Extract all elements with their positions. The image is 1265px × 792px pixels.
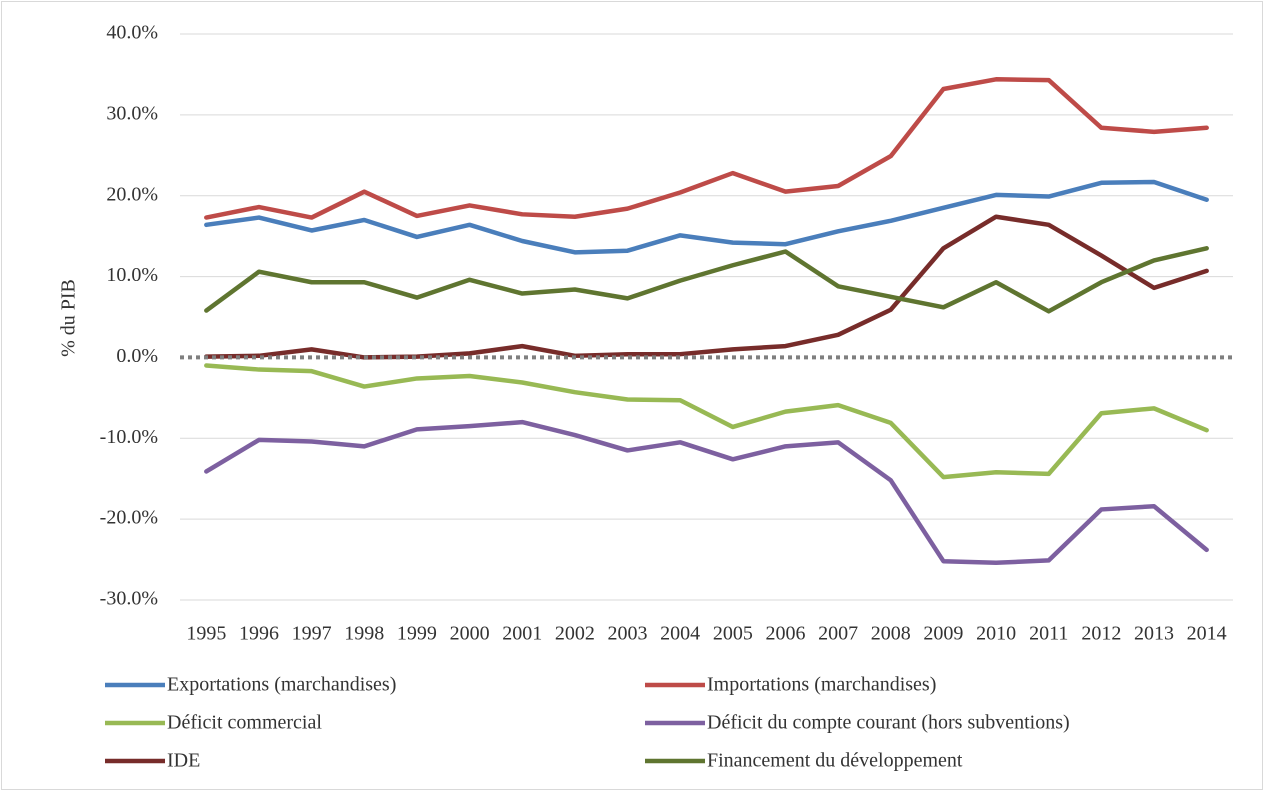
x-tick-label: 2010	[976, 623, 1016, 645]
x-tick-label: 2000	[450, 623, 490, 645]
legend-label: Déficit du compte courant (hors subventi…	[707, 712, 1070, 734]
legend-label: Importations (marchandises)	[707, 674, 936, 696]
x-tick-label: 2001	[502, 623, 542, 645]
x-tick-label: 2011	[1029, 623, 1068, 645]
x-tick-label: 2009	[923, 623, 963, 645]
x-tick-label: 2013	[1134, 623, 1174, 645]
x-tick-label: 2003	[608, 623, 648, 645]
y-tick-label: -30.0%	[100, 588, 158, 610]
series-line	[204, 179, 1209, 255]
legend-label: Déficit commercial	[167, 712, 322, 734]
series-line	[204, 363, 1209, 480]
x-tick-label: 2008	[871, 623, 911, 645]
y-tick-label: -20.0%	[100, 507, 158, 529]
legend-label: Exportations (marchandises)	[167, 674, 396, 696]
x-tick-label: 1997	[292, 623, 332, 645]
x-tick-label: 2006	[765, 623, 805, 645]
legend-label: Financement du développement	[707, 750, 963, 772]
y-tick-label: 10.0%	[106, 264, 158, 286]
x-tick-label: 1996	[239, 623, 279, 645]
y-tick-label: 20.0%	[106, 183, 158, 205]
x-tick-label: 2014	[1187, 623, 1227, 645]
y-tick-label: 40.0%	[106, 22, 158, 44]
x-tick-label: 1995	[186, 623, 226, 645]
x-tick-label: 2004	[660, 623, 700, 645]
y-tick-label: 30.0%	[106, 102, 158, 124]
x-tick-label: 2007	[818, 623, 858, 645]
x-tick-label: 2005	[713, 623, 753, 645]
y-tick-label: 0.0%	[116, 345, 158, 367]
x-tick-label: 1998	[344, 623, 384, 645]
series-line	[204, 419, 1209, 566]
series-line	[204, 77, 1209, 220]
y-tick-label: -10.0%	[100, 426, 158, 448]
x-tick-label: 1999	[397, 623, 437, 645]
series-line	[204, 246, 1209, 314]
x-tick-label: 2012	[1081, 623, 1121, 645]
x-tick-label: 2002	[555, 623, 595, 645]
y-axis-title: % du PIB	[58, 279, 80, 357]
legend-label: IDE	[167, 750, 200, 772]
